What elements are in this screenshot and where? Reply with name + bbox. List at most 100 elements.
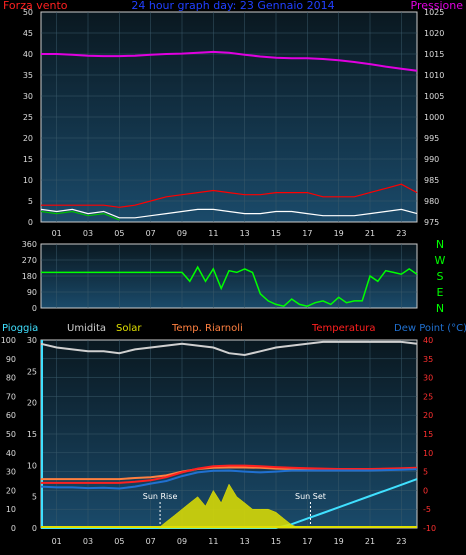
- x-tick-label: 11: [208, 229, 218, 238]
- series-line: [40, 208, 418, 219]
- y-rain-tick-label: 60: [6, 411, 16, 420]
- series-line: [40, 210, 120, 221]
- legend-label: Pioggia: [2, 323, 38, 334]
- compass-letter: E: [437, 286, 444, 299]
- axis-ticks: 0 90 180 270 360: [22, 240, 37, 313]
- legend: Pioggia Umidita Solar Temp. Riarnoli Tempera…: [2, 323, 466, 334]
- compass-letter: N: [436, 238, 444, 251]
- wind-pressure-panel: 0510152025303540455097598098599099510001…: [3, 0, 463, 238]
- y-right-tick-label: 990: [424, 155, 439, 164]
- series: [41, 265, 418, 308]
- y-left-tick-label: 15: [23, 155, 33, 164]
- x-tick-label: 07: [146, 537, 156, 546]
- y-temp-tick-label: 40: [423, 336, 433, 345]
- y-rain-tick-label: 50: [6, 430, 16, 439]
- y-rain-tick-label: 30: [6, 468, 16, 477]
- x-tick-label: 15: [271, 229, 281, 238]
- sun-marker-label: Sun Set: [295, 492, 326, 501]
- y-rain-tick-label: 80: [6, 374, 16, 383]
- x-tick-label: 13: [240, 537, 250, 546]
- y-left-tick-label: 20: [23, 134, 33, 143]
- y-temp-tick-label: -10: [423, 524, 436, 533]
- series-line: [41, 50, 418, 72]
- y-left-tick-label: 0: [28, 218, 33, 227]
- temperature-rain-panel: 0102030405060708090100051015202530-10-50…: [1, 323, 466, 546]
- legend-wind-label: Forza vento: [3, 0, 68, 12]
- x-tick-label: 11: [208, 537, 218, 546]
- x-tick-label: 13: [240, 229, 250, 238]
- y-temp-tick-label: 20: [423, 411, 433, 420]
- y-left-tick-label: 35: [23, 71, 33, 80]
- legend-label: Temperatura: [311, 323, 376, 334]
- series-line: [41, 464, 418, 484]
- y-right-tick-label: 975: [424, 218, 439, 227]
- y-left-tick-label: 50: [23, 8, 33, 17]
- y-right-tick-label: 1015: [424, 50, 444, 59]
- x-tick-label: 21: [365, 537, 375, 546]
- y-left-tick-label: 45: [23, 29, 33, 38]
- x-tick-label: 07: [146, 229, 156, 238]
- y-tick-label: 0: [32, 304, 37, 313]
- series-line: [40, 468, 418, 490]
- y-hum-tick-label: 10: [27, 461, 37, 470]
- grid: [41, 12, 417, 222]
- y-right-tick-label: 1005: [424, 92, 444, 101]
- y-right-tick-label: 1010: [424, 71, 444, 80]
- y-temp-tick-label: 30: [423, 374, 433, 383]
- y-temp-tick-label: 0: [423, 486, 428, 495]
- axis-ticks: 0510152025303540455097598098599099510001…: [23, 8, 445, 238]
- x-tick-label: 09: [177, 229, 187, 238]
- y-temp-tick-label: -5: [423, 505, 431, 514]
- x-tick-label: 23: [396, 229, 406, 238]
- series: Sun Rise Sun Set: [40, 340, 418, 529]
- y-right-tick-label: 1025: [424, 8, 444, 17]
- y-right-tick-label: 1020: [424, 29, 444, 38]
- y-left-tick-label: 5: [28, 197, 33, 206]
- y-left-tick-label: 30: [23, 92, 33, 101]
- y-temp-tick-label: 35: [423, 355, 433, 364]
- solar-area: [157, 483, 300, 529]
- compass-letter: S: [437, 270, 444, 283]
- y-hum-tick-label: 0: [32, 524, 37, 533]
- x-tick-label: 19: [334, 537, 344, 546]
- series: [40, 50, 418, 221]
- y-tick-label: 270: [22, 256, 37, 265]
- y-rain-tick-label: 90: [6, 355, 16, 364]
- x-tick-label: 05: [114, 229, 124, 238]
- grid: [41, 244, 417, 308]
- y-temp-tick-label: 25: [423, 392, 433, 401]
- y-rain-tick-label: 20: [6, 486, 16, 495]
- sun-marker-label: Sun Rise: [143, 492, 178, 501]
- y-right-tick-label: 980: [424, 197, 439, 206]
- y-left-tick-label: 25: [23, 113, 33, 122]
- legend-pressure-label: Pressione: [411, 0, 464, 12]
- y-hum-tick-label: 20: [27, 399, 37, 408]
- y-hum-tick-label: 5: [32, 493, 37, 502]
- x-tick-label: 05: [114, 537, 124, 546]
- y-temp-tick-label: 15: [423, 430, 433, 439]
- compass-letter: W: [435, 254, 446, 267]
- y-hum-tick-label: 30: [27, 336, 37, 345]
- x-tick-label: 01: [52, 537, 62, 546]
- y-rain-tick-label: 10: [6, 505, 16, 514]
- y-right-tick-label: 1000: [424, 113, 444, 122]
- y-tick-label: 180: [22, 272, 37, 281]
- series-line: [40, 340, 418, 357]
- y-rain-tick-label: 100: [1, 336, 16, 345]
- legend-label: Umidita: [67, 323, 106, 334]
- legend-label: Solar: [116, 323, 142, 334]
- x-tick-label: 15: [271, 537, 281, 546]
- y-rain-tick-label: 70: [6, 392, 16, 401]
- y-right-tick-label: 985: [424, 176, 439, 185]
- x-tick-label: 03: [83, 537, 93, 546]
- chart-title: 24 hour graph day: 23 Gennaio 2014: [131, 0, 334, 12]
- x-tick-label: 09: [177, 537, 187, 546]
- y-tick-label: 90: [27, 288, 37, 297]
- y-rain-tick-label: 0: [11, 524, 16, 533]
- legend-label: Dew Point (°C): [394, 323, 466, 334]
- legend-label: Temp. Riarnoli: [171, 323, 243, 334]
- x-tick-label: 21: [365, 229, 375, 238]
- x-tick-label: 19: [334, 229, 344, 238]
